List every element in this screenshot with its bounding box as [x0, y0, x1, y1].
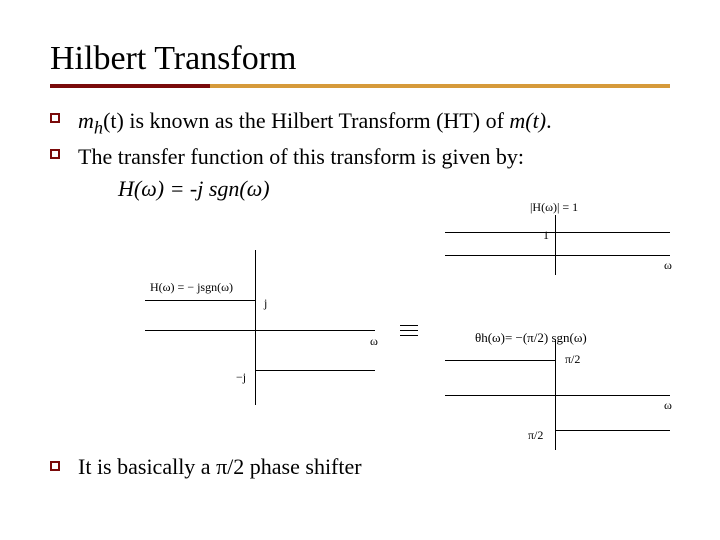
plot-line [445, 360, 555, 361]
diagram-label: π/2 [565, 352, 580, 367]
plot-line [555, 430, 670, 431]
bullet-icon [50, 149, 60, 159]
diagram-label: ω [664, 398, 672, 413]
diagram-label: 1 [543, 228, 549, 243]
plot-line [145, 300, 255, 301]
bullet-text: It is basically a π/2 phase shifter [78, 454, 362, 479]
bullet-text-fragment: (t) is known as the Hilbert Transform (H… [103, 108, 509, 133]
axis-line [555, 215, 556, 275]
list-item: It is basically a π/2 phase shifter [50, 454, 362, 480]
bullet-text-fragment: m [78, 108, 94, 133]
bullet-list: mh(t) is known as the Hilbert Transform … [50, 106, 670, 204]
plot-line [445, 232, 670, 233]
diagram-label: ω [664, 258, 672, 273]
diagram-label: −j [236, 370, 246, 385]
equation-text: H(ω) = -j sgn(ω) [78, 174, 670, 204]
diagram-area: H(ω) = − jsgn(ω) j −j ω |H(ω)| = 1 1 ω θ… [50, 210, 670, 450]
bullet-subscript: h [94, 117, 103, 137]
diagram-label: j [264, 296, 267, 311]
diagram-label: |H(ω)| = 1 [530, 200, 578, 215]
bullet-text-fragment: m(t) [509, 108, 546, 133]
page-title: Hilbert Transform [50, 40, 670, 78]
axis-line [445, 395, 670, 396]
bullet-text-fragment: . [546, 108, 552, 133]
tick-line [400, 330, 418, 331]
tick-line [400, 325, 418, 326]
title-underline [50, 84, 670, 88]
axis-line [145, 330, 375, 331]
diagram-label: π/2 [528, 428, 543, 443]
diagram-label: θh(ω)= −(π/2) sgn(ω) [475, 330, 587, 346]
axis-line [445, 255, 670, 256]
bullet-text: The transfer function of this transform … [78, 144, 524, 169]
plot-line [255, 370, 375, 371]
axis-line [255, 250, 256, 405]
tick-line [400, 335, 418, 336]
bottom-bullet-list: It is basically a π/2 phase shifter [50, 454, 362, 480]
list-item: mh(t) is known as the Hilbert Transform … [50, 106, 670, 140]
list-item: The transfer function of this transform … [50, 142, 670, 203]
bullet-icon [50, 461, 60, 471]
diagram-label: ω [370, 334, 378, 349]
bullet-icon [50, 113, 60, 123]
diagram-label: H(ω) = − jsgn(ω) [150, 280, 233, 295]
